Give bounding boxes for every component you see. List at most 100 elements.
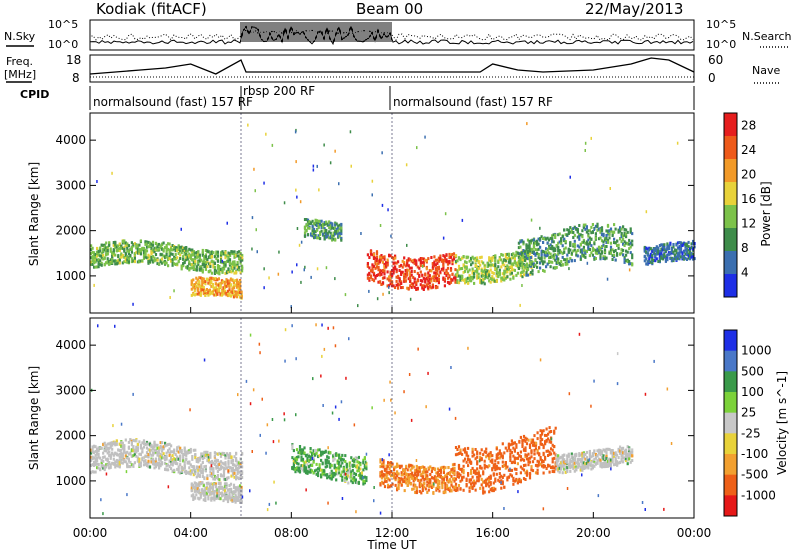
noise-cell <box>406 243 408 247</box>
scatter-cell <box>453 469 456 473</box>
scatter-cell <box>231 459 235 463</box>
scatter-cell <box>138 260 141 264</box>
scatter-cell <box>210 255 213 259</box>
scatter-cell <box>199 276 202 280</box>
scatter-cell <box>436 285 439 289</box>
scatter-cell <box>225 452 229 456</box>
scatter-cell <box>103 256 106 260</box>
scatter-cell <box>663 243 666 247</box>
scatter-cell <box>588 248 591 251</box>
scatter-cell <box>366 273 369 277</box>
scatter-cell <box>133 450 136 454</box>
scatter-cell <box>669 252 672 256</box>
scatter-cell <box>239 271 242 275</box>
scatter-cell <box>236 285 239 289</box>
scatter-cell <box>142 456 146 460</box>
scatter-cell <box>454 277 457 281</box>
scatter-cell <box>471 277 474 281</box>
scatter-cell <box>503 258 506 262</box>
scatter-cell <box>388 472 391 476</box>
scatter-cell <box>326 458 329 462</box>
scatter-cell <box>465 477 468 481</box>
scatter-cell <box>147 253 150 257</box>
scatter-cell <box>519 273 522 277</box>
scatter-cell <box>409 474 412 478</box>
scatter-cell <box>176 457 179 461</box>
scatter-cell <box>99 246 102 250</box>
scatter-cell <box>425 283 428 287</box>
scatter-cell <box>158 466 161 470</box>
noise-search-trace <box>89 29 694 41</box>
scatter-cell <box>214 495 217 499</box>
scatter-cell <box>108 241 111 245</box>
scatter-cell <box>214 282 217 286</box>
scatter-cell <box>211 496 214 500</box>
scatter-cell <box>234 487 237 491</box>
scatter-cell <box>614 249 617 252</box>
scatter-cell <box>479 455 482 459</box>
scatter-cell <box>295 466 299 470</box>
scatter-cell <box>585 240 588 244</box>
scatter-cell <box>190 482 193 486</box>
scatter-cell <box>201 452 204 456</box>
scatter-cell <box>162 452 165 456</box>
scatter-cell <box>563 258 566 262</box>
scatter-cell <box>385 470 388 474</box>
scatter-cell <box>464 260 467 264</box>
scatter-cell <box>515 261 518 265</box>
scatter-cell <box>406 468 409 472</box>
scatter-cell <box>456 488 459 492</box>
scatter-cell <box>526 246 530 250</box>
scatter-cell <box>444 466 447 470</box>
scatter-cell <box>372 279 376 283</box>
scatter-cell <box>173 448 176 452</box>
scatter-cell <box>507 255 510 259</box>
scatter-cell <box>661 243 664 247</box>
scatter-cell <box>401 270 404 274</box>
scatter-cell <box>375 265 379 269</box>
scatter-cell <box>582 248 585 252</box>
noise-cell <box>526 122 528 126</box>
scatter-cell <box>383 255 386 259</box>
scatter-cell <box>192 448 195 452</box>
scatter-cell <box>515 253 518 257</box>
scatter-cell <box>210 252 213 256</box>
scatter-cell <box>207 497 210 501</box>
scatter-cell <box>363 475 366 479</box>
scatter-cell <box>385 264 388 268</box>
scatter-cell <box>239 457 242 461</box>
scatter-cell <box>504 270 507 274</box>
scatter-cell <box>678 245 681 248</box>
scatter-cell <box>202 484 205 488</box>
scatter-cell <box>551 237 554 241</box>
scatter-cell <box>649 254 652 258</box>
scatter-cell <box>470 469 473 472</box>
scatter-cell <box>486 264 489 268</box>
scatter-cell <box>457 484 461 487</box>
scatter-cell <box>145 464 149 468</box>
scatter-cell <box>442 490 445 494</box>
scatter-cell <box>504 253 507 256</box>
scatter-cell <box>177 467 180 471</box>
scatter-cell <box>578 233 581 236</box>
scatter-cell <box>144 242 147 246</box>
scatter-cell <box>239 261 242 265</box>
scatter-cell <box>123 255 126 259</box>
scatter-cell <box>212 251 215 255</box>
scatter-cell <box>182 459 185 463</box>
scatter-cell <box>468 459 471 463</box>
scatter-cell <box>212 473 215 476</box>
scatter-cell <box>308 226 311 230</box>
scatter-cell <box>397 283 400 287</box>
scatter-cell <box>213 463 216 466</box>
scatter-cell <box>678 247 681 251</box>
scatter-cell <box>504 258 507 262</box>
scatter-cell <box>165 253 168 256</box>
scatter-cell <box>154 443 158 447</box>
scatter-cell <box>529 239 533 243</box>
scatter-cell <box>542 260 545 264</box>
scatter-cell <box>215 458 218 462</box>
scatter-cell <box>120 452 123 455</box>
scatter-cell <box>684 242 687 246</box>
scatter-cell <box>471 271 474 275</box>
